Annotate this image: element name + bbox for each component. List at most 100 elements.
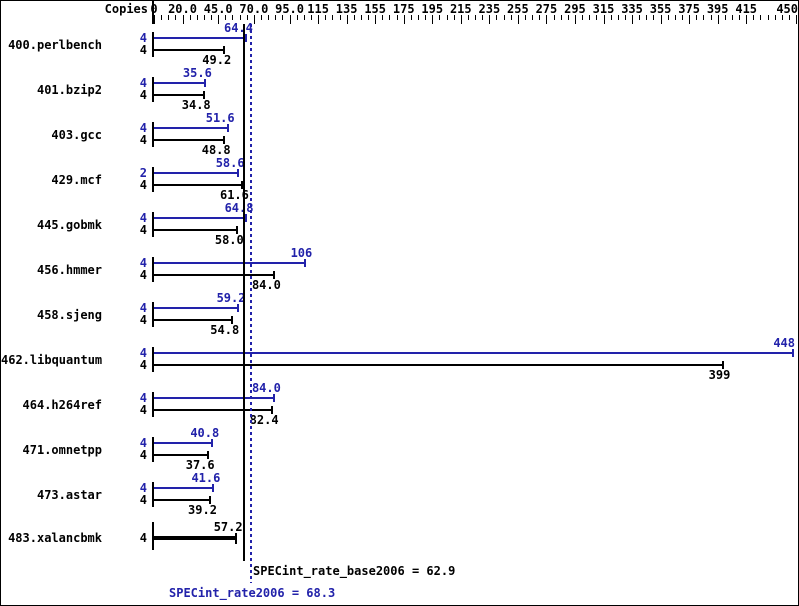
axis-minor-tick (568, 15, 569, 20)
copies-count: 4 (139, 391, 147, 405)
copies-count: 4 (139, 223, 147, 237)
axis-minor-tick (475, 15, 476, 20)
group-baseline (152, 122, 154, 147)
peak-bar (154, 262, 306, 264)
axis-minor-tick (340, 15, 341, 20)
bar-end-cap (237, 304, 240, 312)
axis-major-tick (404, 15, 405, 24)
bar-value-label: 64.8 (224, 201, 254, 215)
axis-major-tick (347, 15, 348, 24)
group-baseline (152, 257, 154, 282)
bar-end-cap (203, 79, 206, 87)
bar-value-label: 41.6 (191, 471, 221, 485)
axis-minor-tick (561, 15, 562, 20)
axis-tick-label: 70.0 (239, 2, 269, 16)
axis-major-tick (718, 15, 719, 24)
axis-tick-label: 335 (621, 2, 643, 16)
bar-value-label: 82.4 (249, 413, 279, 427)
x-axis: 0 20.0 45.0 70.0 95.0 115 135 155 175 195 215 235 25… (1, 1, 798, 25)
bar-end-cap (235, 226, 238, 234)
bar-end-cap (202, 91, 205, 99)
bar-end-cap (272, 271, 275, 279)
axis-tick-label: 215 (449, 2, 472, 16)
axis-minor-tick (211, 15, 212, 20)
axis-tick-label: 415 (735, 2, 758, 16)
peak-bar (154, 352, 794, 354)
bar-value-label: 64.4 (223, 21, 253, 35)
axis-minor-tick (332, 15, 333, 20)
copies-count: 4 (139, 133, 147, 147)
bar-value-label: 399 (708, 368, 731, 382)
axis-minor-tick (325, 15, 326, 20)
axis-major-tick (218, 15, 219, 24)
bar-end-cap (211, 439, 214, 447)
axis-major-tick (546, 15, 547, 24)
axis-major-tick (518, 15, 519, 24)
axis-major-tick (746, 15, 747, 24)
copies-count: 4 (139, 88, 147, 102)
bar-end-cap (234, 532, 237, 544)
axis-minor-tick (197, 15, 198, 20)
bar-end-cap (206, 451, 209, 459)
axis-tick-label: 95.0 (275, 2, 305, 16)
axis-minor-tick (675, 15, 676, 20)
axis-minor-tick (653, 15, 654, 20)
bar-end-cap (270, 406, 273, 414)
bar-value-label: 106 (290, 246, 313, 260)
axis-minor-tick (247, 15, 248, 20)
benchmark-name: 445.gobmk (36, 218, 102, 232)
peak-bar (154, 82, 205, 84)
benchmark-name: 429.mcf (51, 173, 102, 187)
axis-tick-label: 395 (706, 2, 729, 16)
axis-minor-tick (703, 15, 704, 20)
axis-minor-tick (739, 15, 740, 20)
axis-tick-label: 115 (307, 2, 329, 16)
peak-bar (154, 307, 239, 309)
copies-count: 4 (139, 531, 147, 545)
axis-minor-tick (496, 15, 497, 20)
copies-count: 4 (139, 346, 147, 360)
bar-end-cap (304, 259, 307, 267)
peak-bar (154, 37, 246, 39)
base-bar (154, 274, 274, 276)
axis-minor-tick (589, 15, 590, 20)
axis-tick-label: 315 (592, 2, 615, 16)
axis-minor-tick (268, 15, 269, 20)
axis-minor-tick (275, 15, 276, 20)
copies-count: 4 (139, 436, 147, 450)
benchmark-name: 471.omnetpp (22, 443, 102, 457)
axis-tick-label: 295 (564, 2, 586, 16)
bar-value-label: 39.2 (188, 503, 217, 517)
bar-value-label: 34.8 (181, 98, 211, 112)
bar-end-cap (212, 484, 215, 492)
benchmark-name: 473.astar (36, 488, 102, 502)
axis-minor-tick (775, 15, 776, 20)
base-bar (154, 364, 724, 366)
axis-major-tick (661, 15, 662, 24)
bar-value-label: 48.8 (201, 143, 231, 157)
base-bar (154, 409, 272, 411)
copies-count: 4 (139, 403, 147, 417)
benchmark-name: 401.bzip2 (36, 83, 102, 97)
axis-minor-tick (504, 15, 505, 20)
bar-value-label: 84.0 (251, 278, 281, 292)
group-baseline (152, 77, 154, 102)
bar-end-cap (244, 34, 247, 42)
group-baseline (152, 347, 154, 372)
axis-major-tick (432, 15, 433, 24)
axis-tick-label: 0 (150, 2, 158, 16)
base-bar (154, 499, 210, 501)
axis-minor-tick (389, 15, 390, 20)
base-bar (154, 454, 208, 456)
bar-value-label: 59.2 (216, 291, 246, 305)
axis-minor-tick (582, 15, 583, 20)
group-baseline (152, 167, 154, 192)
copies-count: 4 (139, 76, 147, 90)
axis-minor-tick (711, 15, 712, 20)
axis-tick-label: 195 (421, 2, 444, 16)
axis-minor-tick (161, 15, 162, 20)
benchmark-name: 456.hmmer (36, 263, 102, 277)
axis-minor-tick (168, 15, 169, 20)
